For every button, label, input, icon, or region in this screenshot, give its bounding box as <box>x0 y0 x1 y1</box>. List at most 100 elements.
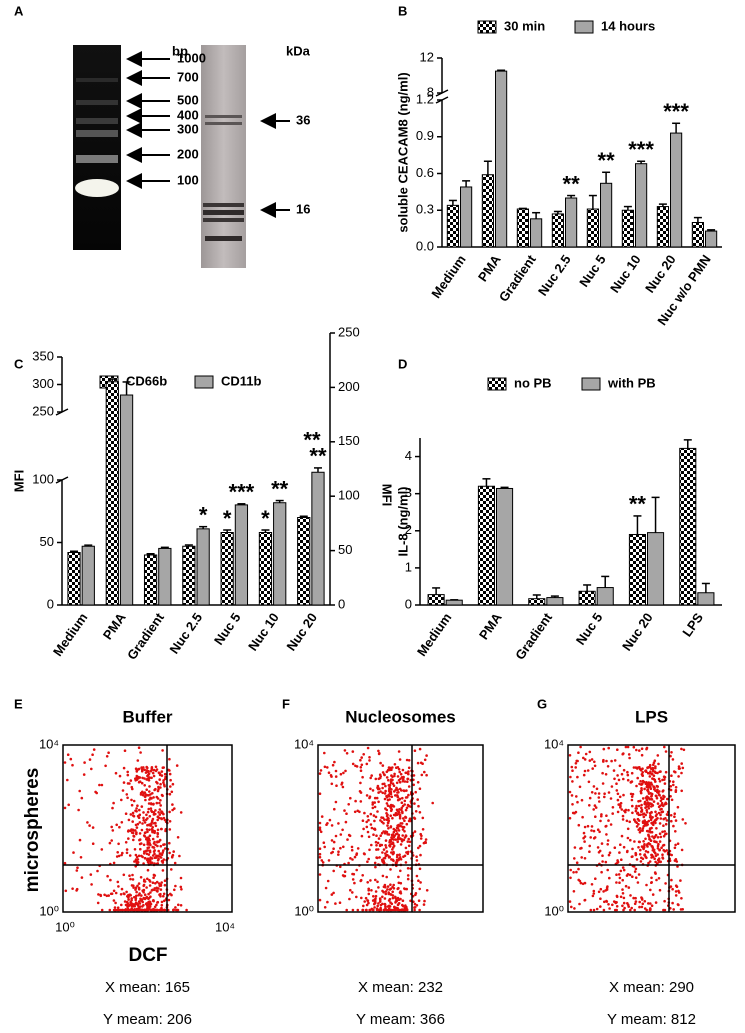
dot <box>405 789 408 792</box>
dot <box>680 762 683 765</box>
error-bar <box>275 499 284 503</box>
bar <box>621 209 634 248</box>
dot <box>622 868 626 872</box>
dot <box>115 823 118 827</box>
dot <box>153 840 156 844</box>
dot <box>179 904 183 907</box>
dot <box>157 771 161 774</box>
dot <box>135 890 138 894</box>
dot <box>650 810 653 814</box>
dot <box>674 843 677 847</box>
dot <box>373 861 377 865</box>
error-bar <box>483 160 492 175</box>
dot <box>652 785 655 788</box>
dot <box>325 823 328 826</box>
dot <box>641 813 644 816</box>
legend-swatch <box>574 20 594 34</box>
dot <box>680 771 683 775</box>
dot <box>676 805 680 809</box>
dot <box>82 773 86 776</box>
dot <box>349 796 352 800</box>
dot <box>629 792 633 796</box>
dot <box>680 789 683 793</box>
dot <box>590 883 594 886</box>
dot <box>323 765 327 769</box>
bar <box>427 594 445 606</box>
dot <box>89 873 93 876</box>
dot <box>662 817 665 821</box>
dot <box>391 775 394 779</box>
dot <box>136 884 139 888</box>
dot <box>414 790 418 794</box>
dot <box>137 746 141 749</box>
dot <box>643 822 647 826</box>
dot <box>648 763 652 767</box>
dot <box>406 777 410 781</box>
dot <box>647 861 650 865</box>
dot <box>149 807 153 810</box>
dot <box>651 893 655 896</box>
dot <box>418 811 422 814</box>
dot <box>616 859 619 862</box>
dot <box>630 798 634 802</box>
error-bar <box>532 594 541 599</box>
bar <box>705 230 718 248</box>
dot <box>332 847 335 850</box>
dot <box>657 877 661 880</box>
dot <box>383 818 386 821</box>
dot <box>387 827 390 830</box>
dot <box>418 844 422 848</box>
dot <box>349 888 352 892</box>
dot <box>669 754 672 758</box>
dot <box>648 797 652 801</box>
dot <box>373 801 377 804</box>
dot <box>406 840 410 843</box>
dot <box>160 900 164 904</box>
bar <box>516 208 529 248</box>
dot <box>152 813 156 816</box>
dot <box>174 908 178 912</box>
dot <box>110 839 113 842</box>
error-bar <box>497 69 506 72</box>
legend-label: 30 min <box>504 18 545 33</box>
dot <box>677 903 680 907</box>
dot <box>384 892 388 896</box>
dot <box>583 881 587 885</box>
dot <box>592 908 596 912</box>
error-bar <box>500 486 509 489</box>
dot <box>389 778 393 781</box>
dot <box>374 890 378 893</box>
dot <box>371 801 375 804</box>
dot <box>403 830 406 833</box>
dot <box>163 883 167 887</box>
dot <box>361 775 364 779</box>
dot <box>137 905 140 908</box>
dot <box>652 774 656 777</box>
dot <box>117 854 121 858</box>
dot <box>375 796 379 800</box>
dot <box>151 837 155 841</box>
dot <box>640 788 643 792</box>
dot <box>176 908 180 912</box>
dot <box>597 792 601 795</box>
dot <box>138 838 141 842</box>
dot <box>143 768 146 772</box>
dot <box>647 807 651 810</box>
dot <box>395 832 398 836</box>
dot <box>396 791 399 794</box>
dot <box>641 779 645 783</box>
dot <box>624 884 628 888</box>
dot <box>568 790 572 794</box>
dot <box>117 842 120 846</box>
dot <box>404 861 408 864</box>
dot <box>403 780 407 783</box>
y-axis-label: soluble CEACAM8 (ng/ml) <box>395 72 410 232</box>
dot <box>404 808 408 812</box>
dot <box>132 886 135 889</box>
dot <box>589 908 593 912</box>
dot <box>638 782 641 786</box>
dot <box>586 769 590 772</box>
dot <box>327 771 331 774</box>
error-bar <box>160 546 169 549</box>
